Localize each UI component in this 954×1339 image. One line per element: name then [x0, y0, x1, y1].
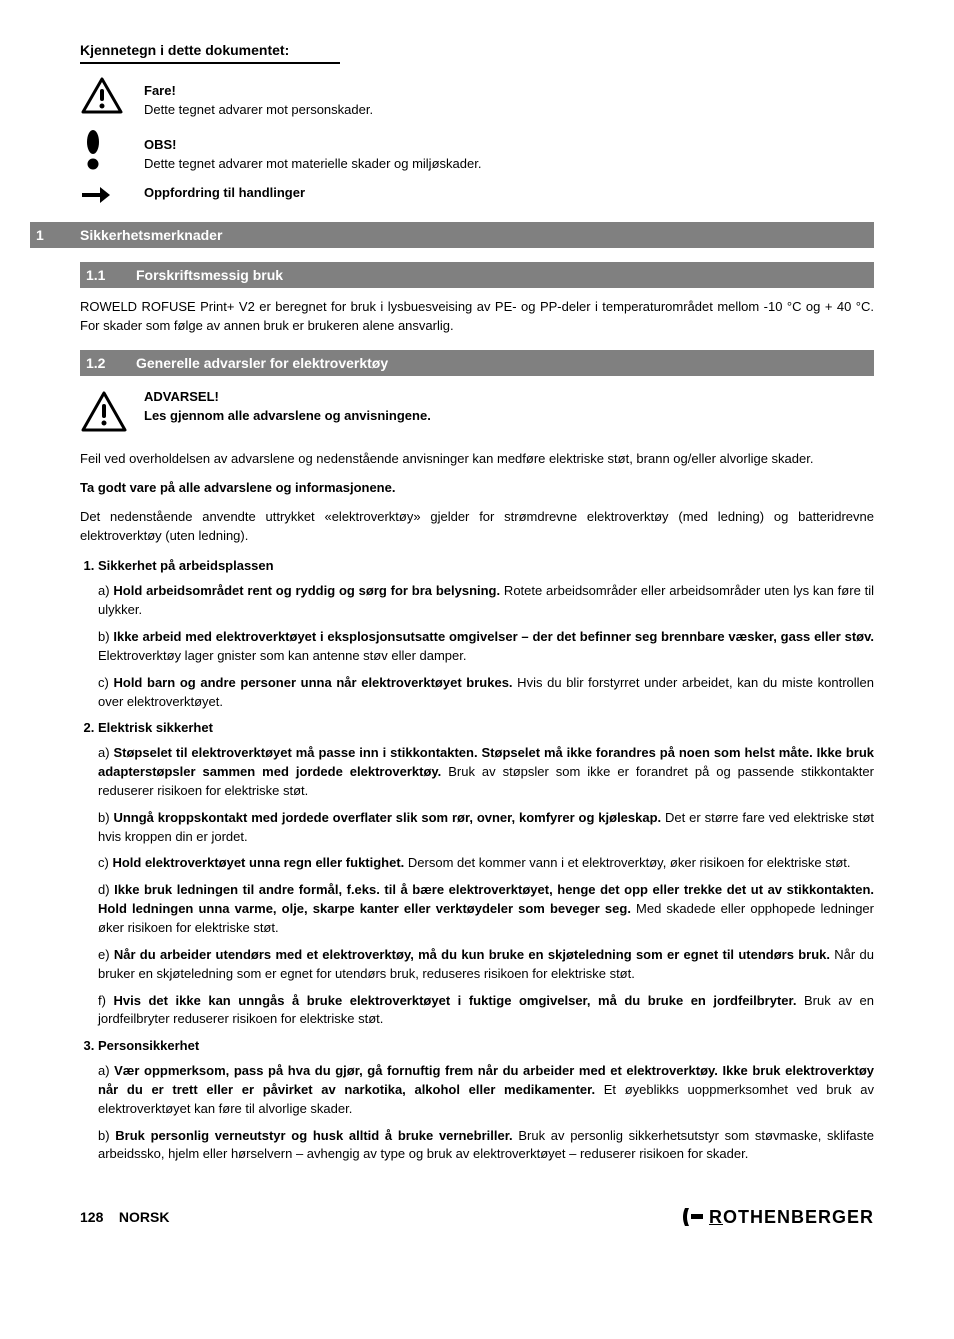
list-item: c) Hold barn og andre personer unna når …	[98, 674, 874, 712]
section-title: Forskriftsmessig bruk	[136, 265, 283, 285]
list-item: b) Bruk personlig verneutstyr og husk al…	[98, 1127, 874, 1165]
warning-text: ADVARSEL! Les gjennom alle advarslene og…	[144, 388, 874, 426]
list-item: b) Ikke arbeid med elektroverktøyet i ek…	[98, 628, 874, 666]
legend-title: Fare!	[144, 82, 874, 101]
legend-heading: Kjennetegn i dette dokumentet:	[80, 40, 340, 64]
list-item: e) Når du arbeider utendørs med et elekt…	[98, 946, 874, 984]
list-item: a) Hold arbeidsområdet rent og ryddig og…	[98, 582, 874, 620]
legend-text: OBS! Dette tegnet advarer mot materielle…	[144, 130, 874, 174]
legend-desc: Dette tegnet advarer mot personskader.	[144, 101, 874, 120]
legend-row: OBS! Dette tegnet advarer mot materielle…	[80, 130, 874, 174]
page-footer: 128 NORSK ROTHENBERGER	[80, 1204, 874, 1230]
warning-subtitle: Les gjennom alle advarslene og anvisning…	[144, 407, 874, 426]
legend-row: Fare! Dette tegnet advarer mot personska…	[80, 76, 874, 120]
legend-desc: Dette tegnet advarer mot materielle skad…	[144, 155, 874, 174]
legend-title: Oppfordring til handlinger	[144, 185, 305, 200]
brand-logo: ROTHENBERGER	[679, 1204, 874, 1230]
list-group: Personsikkerheta) Vær oppmerksom, pass p…	[98, 1037, 874, 1164]
section-number: 1.2	[86, 353, 136, 373]
paragraph: ROWELD ROFUSE Print+ V2 er beregnet for …	[80, 298, 874, 336]
list-item: d) Ikke bruk ledningen til andre formål,…	[98, 881, 874, 938]
brand-name: ROTHENBERGER	[709, 1204, 874, 1230]
paragraph: Ta godt vare på alle advarslene og infor…	[80, 479, 874, 498]
warning-block: ADVARSEL! Les gjennom alle advarslene og…	[80, 388, 874, 440]
section-title: Sikkerhetsmerknader	[80, 225, 222, 245]
exclamation-icon	[80, 130, 130, 172]
warning-triangle-icon	[80, 76, 130, 116]
list-item: f) Hvis det ikke kan unngås å bruke elek…	[98, 992, 874, 1030]
brand-mark-icon	[679, 1204, 705, 1230]
list-item: b) Unngå kroppskontakt med jordede overf…	[98, 809, 874, 847]
warning-triangle-icon	[80, 388, 130, 440]
legend-text: Oppfordring til handlinger	[144, 184, 874, 203]
list-item: c) Hold elektroverktøyet unna regn eller…	[98, 854, 874, 873]
section-heading-2: 1.1 Forskriftsmessig bruk	[80, 262, 874, 288]
page-number: 128 NORSK	[80, 1207, 169, 1227]
arrow-right-icon	[80, 184, 130, 206]
list-item: a) Vær oppmerksom, pass på hva du gjør, …	[98, 1062, 874, 1119]
paragraph: Det nedenstående anvendte uttrykket «ele…	[80, 508, 874, 546]
legend-text: Fare! Dette tegnet advarer mot personska…	[144, 76, 874, 120]
section-heading-2: 1.2 Generelle advarsler for elektroverkt…	[80, 350, 874, 376]
safety-list: Sikkerhet på arbeidsplassena) Hold arbei…	[80, 557, 874, 1164]
section-title: Generelle advarsler for elektroverktøy	[136, 353, 388, 373]
list-group: Elektrisk sikkerheta) Støpselet til elek…	[98, 719, 874, 1029]
paragraph: Feil ved overholdelsen av advarslene og …	[80, 450, 874, 469]
legend-title: OBS!	[144, 136, 874, 155]
section-number: 1	[36, 225, 80, 245]
section-heading-1: 1 Sikkerhetsmerknader	[30, 222, 874, 248]
section-number: 1.1	[86, 265, 136, 285]
list-group: Sikkerhet på arbeidsplassena) Hold arbei…	[98, 557, 874, 711]
warning-title: ADVARSEL!	[144, 388, 874, 407]
legend-row: Oppfordring til handlinger	[80, 184, 874, 206]
legend-section: Kjennetegn i dette dokumentet: Fare! Det…	[80, 40, 874, 206]
list-item: a) Støpselet til elektroverktøyet må pas…	[98, 744, 874, 801]
